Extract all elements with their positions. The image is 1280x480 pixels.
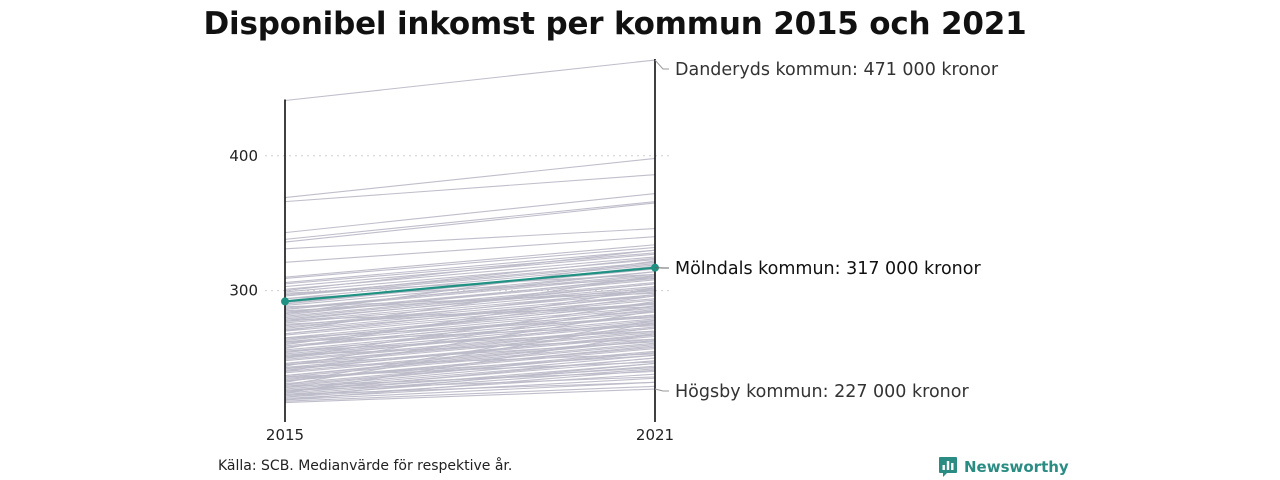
series-line-103 [284,333,656,394]
annotation-leader [654,59,669,70]
series-line-11 [284,252,656,285]
series-line-47 [284,326,656,360]
series-line-91 [284,369,656,401]
series-line-70 [284,385,656,402]
series-line-115 [284,292,656,308]
brand-name: Newsworthy [964,458,1069,476]
series-line-118 [284,325,656,343]
series-line-9 [284,246,656,280]
x-tick-label: 2015 [266,426,304,444]
annotation-label: Högsby kommun: 227 000 kronor [675,382,969,402]
labels: 300 400 2015 2021 Danderyds kommun: 471 000 … [229,59,999,444]
x-tick-label: 2021 [636,426,674,444]
y-tick-label: 400 [229,147,258,165]
series-line-92 [284,290,656,312]
series-line-35 [284,302,656,336]
series-line-7 [284,236,656,263]
series-line-110 [284,381,656,395]
series-line-112 [284,361,656,378]
highlight-line [284,266,656,303]
series-line-76 [284,276,656,316]
series-line-99 [284,295,656,346]
series-line-105 [284,275,656,332]
series-line-72 [284,249,656,292]
annotation-label: Mölndals kommun: 317 000 kronor [675,259,981,279]
series-line-114 [284,306,656,321]
series-line-85 [284,333,656,371]
series-line-4 [284,201,656,240]
series-line-61 [284,354,656,389]
series-line-25 [284,281,656,317]
y-tick-label: 300 [229,282,258,300]
source-note: Källa: SCB. Medianvärde för respektive å… [218,458,513,474]
bar-chart-speech-bubble-icon [939,457,957,477]
series-line-21 [284,273,656,309]
series-line-101 [284,310,656,373]
chart-title: Disponibel inkomst per kommun 2015 och 2… [203,6,1027,42]
series-line-41 [284,314,656,348]
axes [284,59,656,422]
series-line-108 [284,319,656,383]
series-line-113 [284,353,656,369]
series-line-77 [284,283,656,321]
brand-logo: Newsworthy [938,456,1069,478]
series-line-63 [284,360,656,391]
background-series [284,59,656,404]
series-line-19 [284,268,656,304]
series-line-42 [284,315,656,351]
series-line-27 [284,286,656,320]
series-line-40 [284,311,656,347]
series-line-90 [284,362,656,398]
series-line-2 [284,174,656,203]
series-line-119 [284,338,656,356]
series-line-46 [284,323,656,358]
series-line-67 [284,373,656,398]
series-line-23 [284,277,656,313]
series-line-34 [284,299,656,335]
series-line-3 [284,192,656,234]
series-line-5 [284,202,656,243]
series-line-17 [284,264,656,300]
series-line-93 [284,303,656,325]
series-line-50 [284,331,656,366]
series-line-8 [284,244,656,278]
series-line-1 [284,157,656,199]
series-line-71 [284,388,656,404]
series-line-109 [284,376,656,391]
series-line-83 [284,321,656,359]
highlight-point-2015 [281,297,289,306]
series-line-0 [284,59,656,102]
series-line-53 [284,338,656,373]
series-line-111 [284,370,656,387]
series-line-6 [284,228,656,250]
series-line-100 [284,300,656,359]
annotation-leader [654,388,669,392]
annotation-label: Danderyds kommun: 471 000 kronor [675,60,999,80]
series-line-107 [284,304,656,367]
series-line-86 [284,339,656,377]
series-line-36 [284,303,656,339]
series-line-10 [284,249,656,284]
series-line-69 [284,381,656,401]
series-line-106 [284,287,656,350]
